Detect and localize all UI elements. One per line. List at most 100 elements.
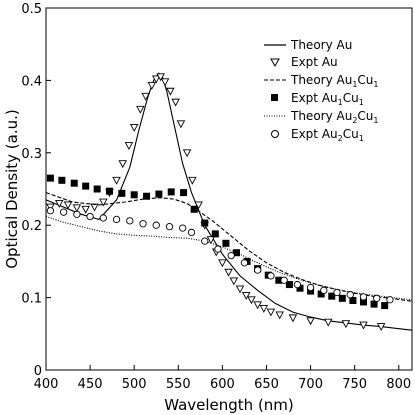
legend-label-part: Cu (343, 127, 359, 141)
data-point-expt-au2cu1 (359, 293, 368, 301)
data-point-expt-au2cu1 (254, 266, 262, 274)
data-point-expt-au (118, 160, 127, 169)
data-point-expt-au2cu1 (333, 288, 341, 297)
legend-label-part: Cu (357, 73, 373, 87)
data-point-expt-au1cu1 (317, 290, 325, 298)
data-point-expt-au2cu1 (46, 207, 55, 215)
legend-label-part: 2 (338, 134, 343, 143)
data-point-expt-au (206, 236, 216, 245)
data-point-expt-au1cu1 (211, 230, 219, 238)
data-point-expt-au (194, 201, 203, 210)
data-point-expt-au (266, 308, 276, 317)
data-point-expt-au (147, 82, 157, 90)
data-point-expt-au (275, 311, 284, 320)
legend-label-expt-au: Expt Au (291, 55, 338, 69)
data-point-expt-au1cu1 (143, 192, 151, 200)
legend-label-part: Expt Au (291, 91, 338, 105)
legend-label-part: Cu (343, 91, 359, 105)
legend-label-part: 1 (359, 134, 364, 143)
data-point-expt-au1cu1 (275, 276, 283, 284)
legend-symbol-expt-au1cu1 (271, 94, 278, 101)
data-point-expt-au (218, 259, 227, 268)
data-point-expt-au (166, 87, 175, 96)
data-point-expt-au1cu1 (201, 219, 209, 227)
data-point-expt-au1cu1 (338, 294, 346, 302)
data-point-expt-au1cu1 (222, 239, 230, 247)
y-tick-label: 0.4 (21, 74, 42, 89)
data-point-expt-au (341, 320, 351, 329)
legend-label-part: Cu (357, 109, 373, 123)
x-tick-label: 500 (122, 377, 147, 392)
data-point-expt-au (253, 301, 262, 310)
y-axis-label: Optical Density (a.u.) (3, 109, 21, 269)
data-point-expt-au2cu1 (152, 221, 160, 229)
data-point-expt-au2cu1 (227, 251, 235, 260)
data-point-expt-au1cu1 (285, 281, 293, 289)
data-point-expt-au2cu1 (187, 228, 196, 237)
data-point-expt-au1cu1 (359, 298, 367, 306)
data-point-expt-au1cu1 (93, 185, 101, 193)
data-point-expt-au1cu1 (167, 188, 175, 196)
legend-label-theory-au1cu1: Theory Au1Cu1 (290, 73, 379, 89)
data-point-expt-au1cu1 (328, 292, 336, 300)
data-point-expt-au (376, 323, 386, 332)
y-tick-label: 0.2 (21, 219, 42, 234)
y-tick-label: 0.1 (21, 292, 42, 307)
data-point-expt-au1cu1 (105, 187, 113, 195)
data-point-expt-au1cu1 (46, 174, 54, 182)
data-point-expt-au1cu1 (349, 296, 357, 304)
data-point-expt-au (156, 73, 165, 82)
data-point-expt-au (54, 200, 64, 208)
data-point-expt-au2cu1 (59, 208, 68, 216)
series-line-theory-au (45, 72, 413, 331)
data-point-expt-au (182, 149, 192, 158)
data-point-expt-au (188, 176, 197, 185)
data-point-expt-au2cu1 (346, 291, 354, 299)
data-point-expt-au (112, 176, 121, 185)
data-point-expt-au (259, 305, 269, 313)
data-point-expt-au (323, 318, 333, 327)
data-point-expt-au1cu1 (381, 302, 389, 310)
data-point-expt-au2cu1 (320, 286, 328, 295)
data-point-expt-au2cu1 (214, 245, 222, 253)
legend-label-theory-au: Theory Au (290, 38, 352, 52)
data-point-expt-au1cu1 (370, 300, 378, 308)
legend-label-theory-au2cu1: Theory Au2Cu1 (290, 109, 379, 125)
data-point-expt-au (151, 75, 161, 84)
data-point-expt-au1cu1 (70, 179, 78, 187)
data-point-expt-au2cu1 (280, 276, 288, 284)
data-point-expt-au2cu1 (306, 283, 315, 292)
y-tick-label: 0.3 (21, 147, 42, 162)
data-point-expt-au2cu1 (165, 222, 174, 231)
data-point-expt-au2cu1 (373, 294, 381, 302)
series-group (45, 72, 413, 332)
legend-label-expt-au2cu1: Expt Au2Cu1 (291, 127, 364, 143)
legend-label-part: 2 (352, 116, 357, 125)
x-tick-label: 700 (298, 377, 323, 392)
data-point-expt-au (306, 317, 315, 326)
data-point-expt-au (99, 198, 108, 207)
data-point-expt-au (176, 120, 186, 129)
x-tick-label: 450 (78, 377, 103, 392)
data-point-expt-au (63, 201, 73, 210)
legend-label-part: 1 (352, 80, 357, 89)
legend-label-part: 1 (338, 98, 343, 107)
data-point-expt-au (72, 204, 82, 213)
data-point-expt-au (359, 321, 368, 330)
data-point-expt-au2cu1 (386, 296, 394, 304)
data-point-expt-au1cu1 (82, 182, 90, 190)
data-point-expt-au2cu1 (293, 280, 301, 289)
data-point-expt-au (235, 285, 245, 294)
data-point-expt-au (241, 291, 251, 300)
legend-label-part: 1 (359, 98, 364, 107)
x-tick-label: 650 (254, 377, 279, 392)
data-point-expt-au2cu1 (112, 215, 121, 224)
data-point-expt-au2cu1 (126, 217, 134, 225)
data-point-expt-au (247, 296, 256, 305)
data-point-expt-au1cu1 (180, 189, 188, 197)
data-point-expt-au (171, 98, 180, 107)
data-point-expt-au2cu1 (179, 224, 187, 232)
data-point-expt-au (124, 142, 134, 151)
data-point-expt-au1cu1 (155, 190, 163, 198)
